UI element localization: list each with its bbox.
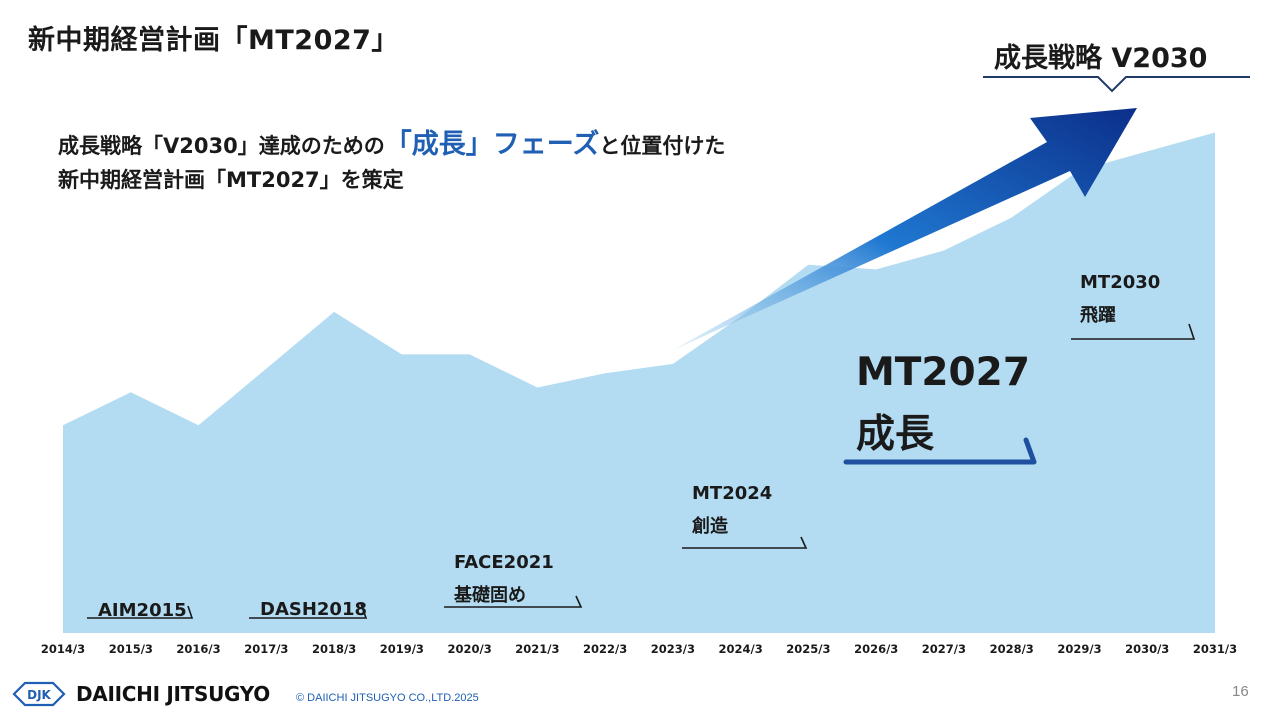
page-title: 新中期経営計画「MT2027」 bbox=[28, 25, 399, 56]
dash2018-underline bbox=[249, 603, 368, 619]
phase-name: AIM2015 bbox=[98, 600, 187, 621]
djk-logo-icon: DJK bbox=[12, 681, 66, 707]
company-name: DAIICHI JITSUGYO bbox=[76, 682, 270, 706]
x-tick-label: 2021/3 bbox=[515, 642, 559, 656]
x-tick-label: 2029/3 bbox=[1057, 642, 1101, 656]
headline-line-1-a: 成長戦略「V2030」達成のための bbox=[58, 134, 385, 158]
x-tick-label: 2026/3 bbox=[854, 642, 898, 656]
company-logo: DJK DAIICHI JITSUGYO bbox=[12, 679, 270, 709]
phase-name: FACE2021 bbox=[454, 552, 554, 573]
phase-desc: 創造 bbox=[692, 516, 728, 537]
phase-name: MT2024 bbox=[692, 483, 773, 504]
mt2024-underline bbox=[682, 536, 808, 549]
phase-name: MT2030 bbox=[1080, 272, 1161, 293]
strategy-badge: 成長戦略 V2030 bbox=[982, 36, 1250, 92]
phase-desc: 飛躍 bbox=[1080, 305, 1116, 326]
face2021-underline bbox=[444, 595, 583, 608]
headline-emphasis: 「成長」フェーズ bbox=[384, 129, 600, 160]
phase-mt2024: MT2024 創造 bbox=[692, 477, 772, 543]
phase-aim2015: AIM2015 bbox=[98, 594, 187, 627]
phase-mt2027: MT2027 成長 bbox=[856, 342, 1030, 466]
v2030-underline bbox=[983, 76, 1250, 93]
strategy-badge-label: 成長戦略 V2030 bbox=[994, 43, 1208, 74]
phase-desc: 基礎固め bbox=[454, 585, 526, 606]
x-tick-label: 2016/3 bbox=[176, 642, 220, 656]
headline-line-1-b: と位置付けた bbox=[599, 134, 726, 158]
area-series bbox=[63, 132, 1215, 633]
mt2030-underline bbox=[1071, 323, 1196, 340]
page-number: 16 bbox=[1232, 683, 1249, 700]
phase-desc: 成長 bbox=[856, 412, 935, 457]
x-tick-label: 2020/3 bbox=[447, 642, 491, 656]
x-tick-label: 2024/3 bbox=[718, 642, 762, 656]
growth-arrow bbox=[673, 108, 1137, 350]
x-tick-label: 2014/3 bbox=[41, 642, 85, 656]
x-tick-label: 2015/3 bbox=[109, 642, 153, 656]
x-tick-label: 2017/3 bbox=[244, 642, 288, 656]
phase-dash2018: DASH2018 bbox=[260, 593, 367, 626]
mt2027-underline bbox=[843, 437, 1037, 465]
x-tick-label: 2025/3 bbox=[786, 642, 830, 656]
headline-line-1: 成長戦略「V2030」達成のための「成長」フェーズと位置付けた bbox=[58, 128, 725, 163]
x-tick-label: 2018/3 bbox=[312, 642, 356, 656]
x-tick-label: 2023/3 bbox=[651, 642, 695, 656]
phase-name: MT2027 bbox=[856, 350, 1030, 395]
phase-face2021: FACE2021 基礎固め bbox=[454, 546, 554, 612]
x-tick-label: 2022/3 bbox=[583, 642, 627, 656]
x-tick-label: 2028/3 bbox=[990, 642, 1034, 656]
headline-line-2: 新中期経営計画「MT2027」を策定 bbox=[58, 168, 404, 192]
x-tick-label: 2030/3 bbox=[1125, 642, 1169, 656]
aim2015-underline bbox=[87, 605, 194, 619]
djk-logo-text: DJK bbox=[27, 688, 51, 702]
copyright: © DAIICHI JITSUGYO CO.,LTD.2025 bbox=[296, 692, 479, 704]
phase-mt2030: MT2030 飛躍 bbox=[1080, 266, 1160, 332]
phase-name: DASH2018 bbox=[260, 599, 367, 620]
x-tick-label: 2031/3 bbox=[1193, 642, 1237, 656]
headline: 成長戦略「V2030」達成のための「成長」フェーズと位置付けた 新中期経営計画「… bbox=[58, 128, 725, 197]
x-tick-label: 2019/3 bbox=[380, 642, 424, 656]
x-tick-label: 2027/3 bbox=[922, 642, 966, 656]
